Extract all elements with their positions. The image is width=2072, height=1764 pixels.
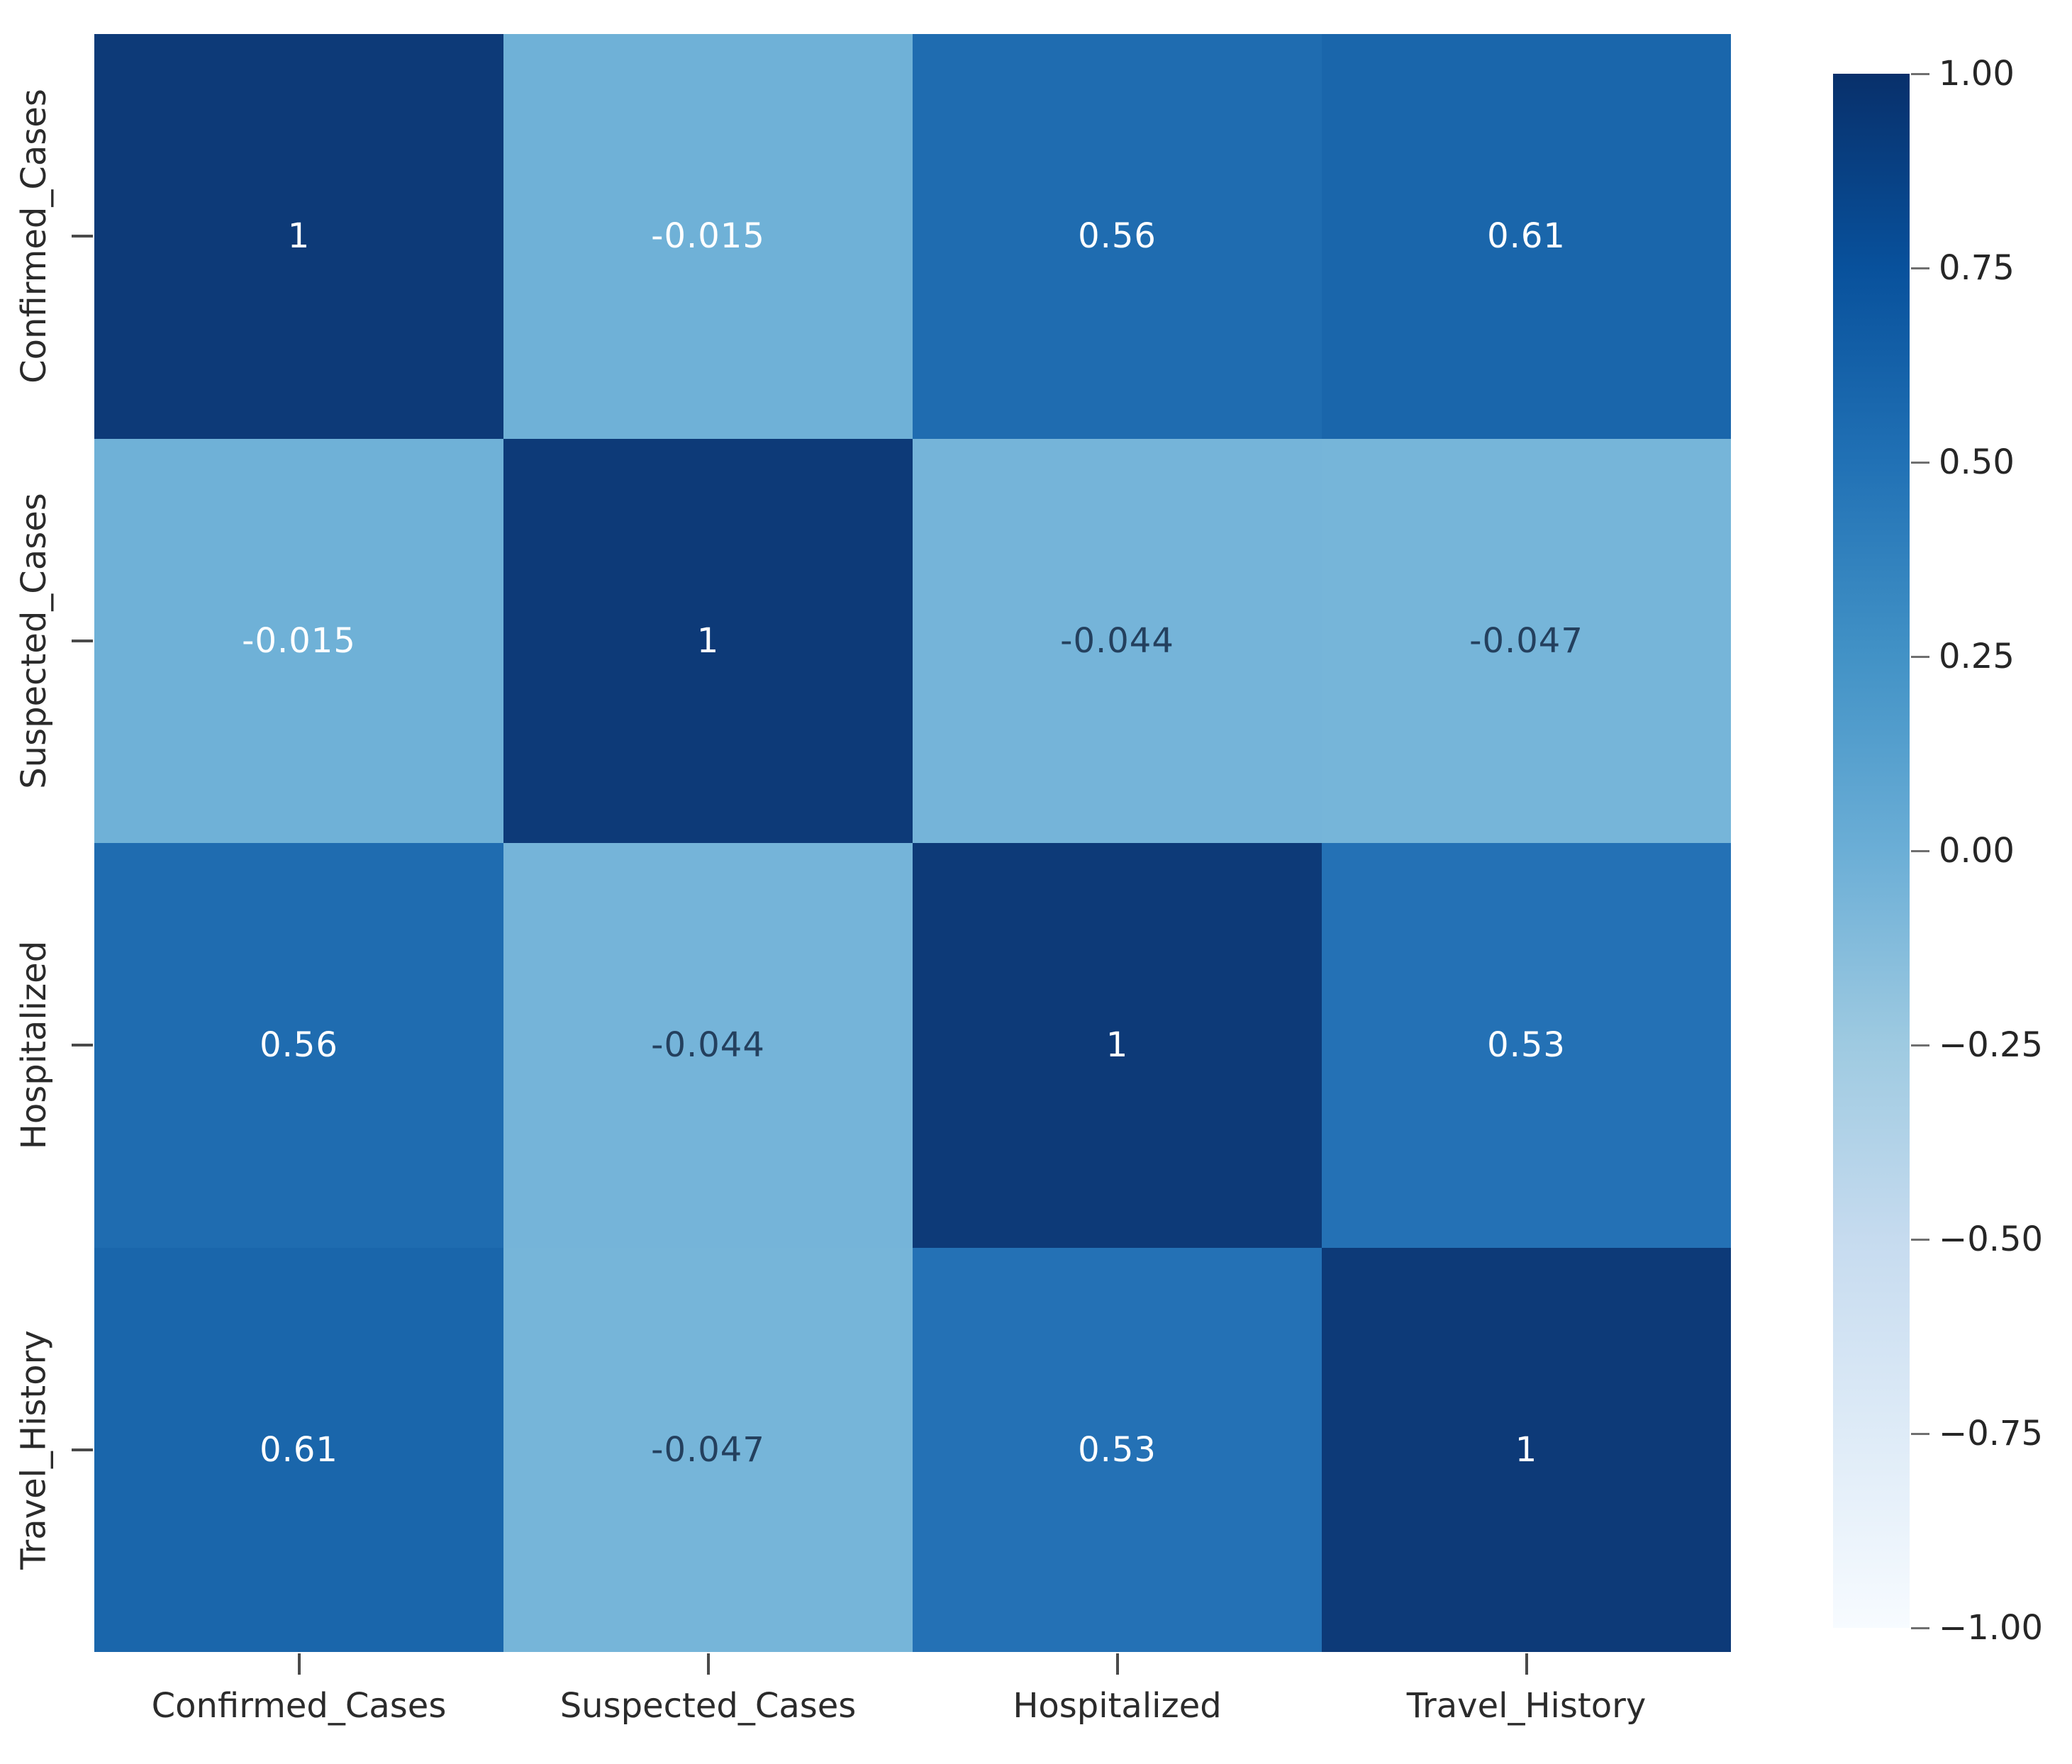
heatmap-cell-Hospitalized-Confirmed_Cases: 0.56 bbox=[94, 843, 503, 1248]
heatmap-cell-Confirmed_Cases-Travel_History: 0.61 bbox=[1322, 34, 1731, 439]
colorbar-tick-mark bbox=[1911, 461, 1929, 464]
x-tick-label-Travel_History: Travel_History bbox=[1406, 1686, 1647, 1726]
cell-value-label: 1 bbox=[696, 620, 720, 661]
colorbar-tick-mark bbox=[1911, 1432, 1929, 1435]
heatmap-cell-Confirmed_Cases-Hospitalized: 0.56 bbox=[913, 34, 1322, 439]
heatmap-cell-Confirmed_Cases-Confirmed_Cases: 1 bbox=[94, 34, 503, 439]
heatmap-cell-Travel_History-Travel_History: 1 bbox=[1322, 1247, 1731, 1652]
cell-value-label: 1 bbox=[1105, 1025, 1129, 1066]
cell-value-label: 0.53 bbox=[1078, 1429, 1157, 1470]
colorbar-tick-label-0.00: 0.00 bbox=[1939, 831, 2015, 871]
heatmap-cell-Suspected_Cases-Travel_History: -0.047 bbox=[1322, 438, 1731, 843]
cell-value-label: 0.56 bbox=[1078, 216, 1157, 257]
colorbar-gradient bbox=[1833, 74, 1910, 1628]
heatmap-cell-Suspected_Cases-Hospitalized: -0.044 bbox=[913, 438, 1322, 843]
colorbar-tick-label-0.25: 0.25 bbox=[1939, 637, 2015, 676]
y-tick-label-text: Travel_History bbox=[14, 1330, 55, 1570]
y-tick-label-text: Hospitalized bbox=[14, 941, 54, 1150]
y-tick-label-text: Suspected_Cases bbox=[14, 492, 54, 789]
colorbar-tick-label-0.50: 0.50 bbox=[1939, 442, 2015, 482]
cell-value-label: 0.53 bbox=[1487, 1025, 1566, 1066]
heatmap-cell-Hospitalized-Suspected_Cases: -0.044 bbox=[503, 843, 913, 1248]
y-tick-label-Confirmed_Cases: Confirmed_Cases bbox=[0, 34, 68, 439]
x-tick-label-Suspected_Cases: Suspected_Cases bbox=[559, 1686, 857, 1726]
colorbar-tick-mark bbox=[1911, 655, 1929, 658]
heatmap-cell-Travel_History-Hospitalized: 0.53 bbox=[913, 1247, 1322, 1652]
colorbar-tick-label-1.00: 1.00 bbox=[1939, 54, 2015, 94]
x-tick-mark bbox=[1525, 1653, 1528, 1675]
y-tick-mark bbox=[72, 1448, 93, 1451]
cell-value-label: 1 bbox=[1515, 1429, 1538, 1470]
x-tick-label-Confirmed_Cases: Confirmed_Cases bbox=[151, 1686, 447, 1726]
y-tick-mark bbox=[72, 639, 93, 642]
heatmap-cell-Confirmed_Cases-Suspected_Cases: -0.015 bbox=[503, 34, 913, 439]
x-tick-mark bbox=[297, 1653, 301, 1675]
heatmap-cell-Hospitalized-Hospitalized: 1 bbox=[913, 843, 1322, 1248]
cell-value-label: -0.044 bbox=[651, 1025, 765, 1066]
cell-value-label: -0.047 bbox=[651, 1429, 765, 1470]
colorbar-tick-mark bbox=[1911, 1238, 1929, 1241]
heatmap-grid: 1 -0.015 0.56 0.61 -0.015 1 -0.044 -0.047 0.56 -0… bbox=[94, 34, 1731, 1652]
heatmap-cell-Travel_History-Confirmed_Cases: 0.61 bbox=[94, 1247, 503, 1652]
y-tick-label-Travel_History: Travel_History bbox=[0, 1248, 68, 1653]
colorbar-tick-label-−0.25: −0.25 bbox=[1939, 1025, 2044, 1065]
colorbar-tick-label-0.75: 0.75 bbox=[1939, 248, 2015, 288]
cell-value-label: -0.044 bbox=[1060, 620, 1174, 661]
y-tick-label-text: Confirmed_Cases bbox=[14, 89, 55, 384]
colorbar-tick-label-−0.75: −0.75 bbox=[1939, 1414, 2044, 1453]
cell-value-label: -0.015 bbox=[242, 620, 356, 661]
heatmap-cell-Suspected_Cases-Confirmed_Cases: -0.015 bbox=[94, 438, 503, 843]
colorbar-tick-mark bbox=[1911, 1044, 1929, 1046]
x-tick-mark bbox=[706, 1653, 710, 1675]
cell-value-label: 0.56 bbox=[260, 1025, 338, 1066]
cell-value-label: 1 bbox=[287, 216, 311, 257]
heatmap-cell-Hospitalized-Travel_History: 0.53 bbox=[1322, 843, 1731, 1248]
heatmap-cell-Suspected_Cases-Suspected_Cases: 1 bbox=[503, 438, 913, 843]
y-tick-label-Hospitalized: Hospitalized bbox=[0, 843, 68, 1248]
colorbar-tick-mark bbox=[1911, 849, 1929, 852]
y-tick-mark bbox=[72, 235, 93, 238]
y-tick-mark bbox=[72, 1044, 93, 1047]
cell-value-label: -0.047 bbox=[1469, 620, 1583, 661]
x-tick-mark bbox=[1115, 1653, 1119, 1675]
colorbar-tick-mark bbox=[1911, 72, 1929, 75]
colorbar-tick-mark bbox=[1911, 267, 1929, 269]
x-tick-label-Hospitalized: Hospitalized bbox=[1013, 1686, 1222, 1726]
colorbar-tick-label-−0.50: −0.50 bbox=[1939, 1219, 2044, 1259]
colorbar-tick-label-−1.00: −1.00 bbox=[1939, 1608, 2044, 1648]
colorbar-tick-mark bbox=[1911, 1626, 1929, 1629]
cell-value-label: -0.015 bbox=[651, 216, 765, 257]
y-tick-label-Suspected_Cases: Suspected_Cases bbox=[0, 439, 68, 844]
cell-value-label: 0.61 bbox=[1487, 216, 1566, 257]
heatmap-cell-Travel_History-Suspected_Cases: -0.047 bbox=[503, 1247, 913, 1652]
cell-value-label: 0.61 bbox=[260, 1429, 338, 1470]
